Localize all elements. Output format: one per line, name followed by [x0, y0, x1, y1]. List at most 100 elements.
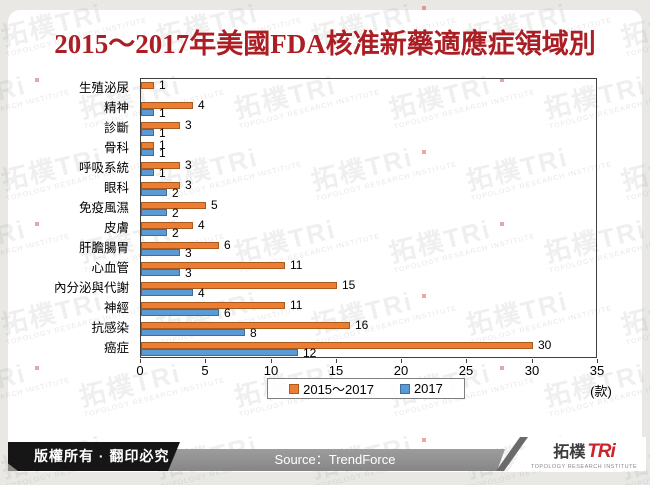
- x-tick-label: 10: [263, 363, 279, 378]
- bar-year: [141, 129, 154, 136]
- bar-period: [141, 242, 219, 249]
- category-label: 心血管: [91, 261, 129, 275]
- plot-area: 1 4 1 3 1 1 1 3 1 3 2 5 2 4 2 6 3 11 3 15 4 11 6 16 8 30 12: [140, 78, 597, 360]
- bar-year: [141, 349, 298, 356]
- legend-entry: 2015～2017: [289, 379, 374, 398]
- value-label: 6: [224, 306, 231, 320]
- category-label: 癌症: [103, 341, 129, 355]
- legend-entry: 2017: [399, 381, 443, 396]
- category-label: 抗感染: [91, 321, 129, 335]
- x-tick-label: 30: [524, 363, 540, 378]
- y-axis-labels: 生殖泌尿精神診斷骨科呼吸系統眼科免疫風濕皮膚肝膽腸胃心血管內分泌與代謝神經抗感染…: [0, 78, 134, 358]
- bar-period: [141, 182, 180, 189]
- value-label: 3: [185, 118, 192, 132]
- category-label: 眼科: [103, 181, 129, 195]
- bar-period: [141, 282, 337, 289]
- category-label: 診斷: [103, 121, 129, 135]
- chart-title: 2015～2017年美國FDA核准新藥適應症領域別: [54, 29, 596, 59]
- value-label: 11: [290, 298, 303, 312]
- x-axis: 0 5 10 15 20 25 30 35: [136, 358, 604, 378]
- value-label: 1: [159, 126, 166, 140]
- value-label: 2: [172, 226, 179, 240]
- category-label: 內分泌與代謝: [53, 281, 129, 295]
- value-label: 1: [159, 146, 166, 160]
- logo-wordmark: 拓樸 TRi: [553, 438, 616, 463]
- value-label: 8: [250, 326, 257, 340]
- category-label: 皮膚: [103, 221, 129, 235]
- x-tick-label: 0: [136, 363, 144, 378]
- category-label: 骨科: [103, 141, 129, 155]
- value-label: 1: [159, 78, 166, 92]
- value-label: 4: [198, 286, 205, 300]
- legend-swatch-icon: [399, 383, 410, 394]
- bar-year: [141, 189, 167, 196]
- bar-period: [141, 302, 285, 309]
- x-tick-mark: [401, 359, 402, 363]
- value-label: 16: [355, 318, 369, 332]
- value-label: 2: [172, 186, 179, 200]
- bar-period: [141, 262, 285, 269]
- x-tick-label: 15: [328, 363, 344, 378]
- bar-period: [141, 102, 193, 109]
- category-label: 肝膽腸胃: [78, 241, 129, 255]
- legend-label: 2015～2017: [303, 382, 374, 397]
- bar-year: [141, 329, 245, 336]
- copyright-banner: 版權所有 · 翻印必究: [8, 442, 180, 471]
- value-label: 3: [185, 178, 192, 192]
- x-tick-label: 25: [458, 363, 474, 378]
- x-tick-mark: [466, 359, 467, 363]
- x-tick-mark: [336, 359, 337, 363]
- x-tick-mark: [532, 359, 533, 363]
- legend-swatch-icon: [289, 383, 300, 394]
- source-text: Source：TrendForce: [274, 452, 396, 467]
- value-label: 12: [303, 346, 317, 360]
- logo-latin-text: TRi: [587, 441, 616, 462]
- value-label: 3: [185, 266, 192, 280]
- legend-label: 2017: [413, 381, 443, 396]
- bar-year: [141, 249, 180, 256]
- bar-year: [141, 269, 180, 276]
- value-label: 3: [185, 158, 192, 172]
- logo-cjk-text: 拓樸: [553, 444, 586, 461]
- value-label: 2: [172, 206, 179, 220]
- bar-period: [141, 82, 154, 89]
- value-label: 30: [538, 338, 552, 352]
- x-tick-mark: [140, 359, 141, 363]
- value-label: 5: [211, 198, 218, 212]
- bar-period: [141, 222, 193, 229]
- x-tick-label: 5: [201, 363, 209, 378]
- bar-period: [141, 142, 154, 149]
- bar-year: [141, 209, 167, 216]
- category-label: 呼吸系統: [78, 161, 129, 175]
- value-label: 4: [198, 218, 205, 232]
- bar-period: [141, 202, 206, 209]
- x-tick-label: 35: [589, 363, 605, 378]
- x-axis-unit-label: (款): [590, 384, 612, 399]
- category-label: 生殖泌尿: [78, 81, 129, 95]
- bar-period: [141, 162, 180, 169]
- bar-year: [141, 149, 154, 156]
- value-label: 1: [159, 106, 166, 120]
- bar-year: [141, 289, 193, 296]
- bar-year: [141, 309, 219, 316]
- bar-period: [141, 122, 180, 129]
- value-label: 11: [290, 258, 303, 272]
- category-label: 免疫風濕: [78, 201, 129, 215]
- category-label: 神經: [103, 301, 129, 315]
- bar-year: [141, 169, 154, 176]
- value-label: 15: [342, 278, 356, 292]
- bar-year: [141, 109, 154, 116]
- value-label: 1: [159, 138, 166, 152]
- value-label: 1: [159, 166, 166, 180]
- chart-legend: 2015～2017 2017: [267, 378, 465, 399]
- value-label: 3: [185, 246, 192, 260]
- x-tick-label: 20: [393, 363, 409, 378]
- logo-subtitle: TOPOLOGY RESEARCH INSTITUTE: [530, 464, 638, 470]
- x-tick-mark: [205, 359, 206, 363]
- value-label: 6: [224, 238, 231, 252]
- bar-year: [141, 229, 167, 236]
- category-label: 精神: [103, 101, 129, 115]
- x-tick-mark: [271, 359, 272, 363]
